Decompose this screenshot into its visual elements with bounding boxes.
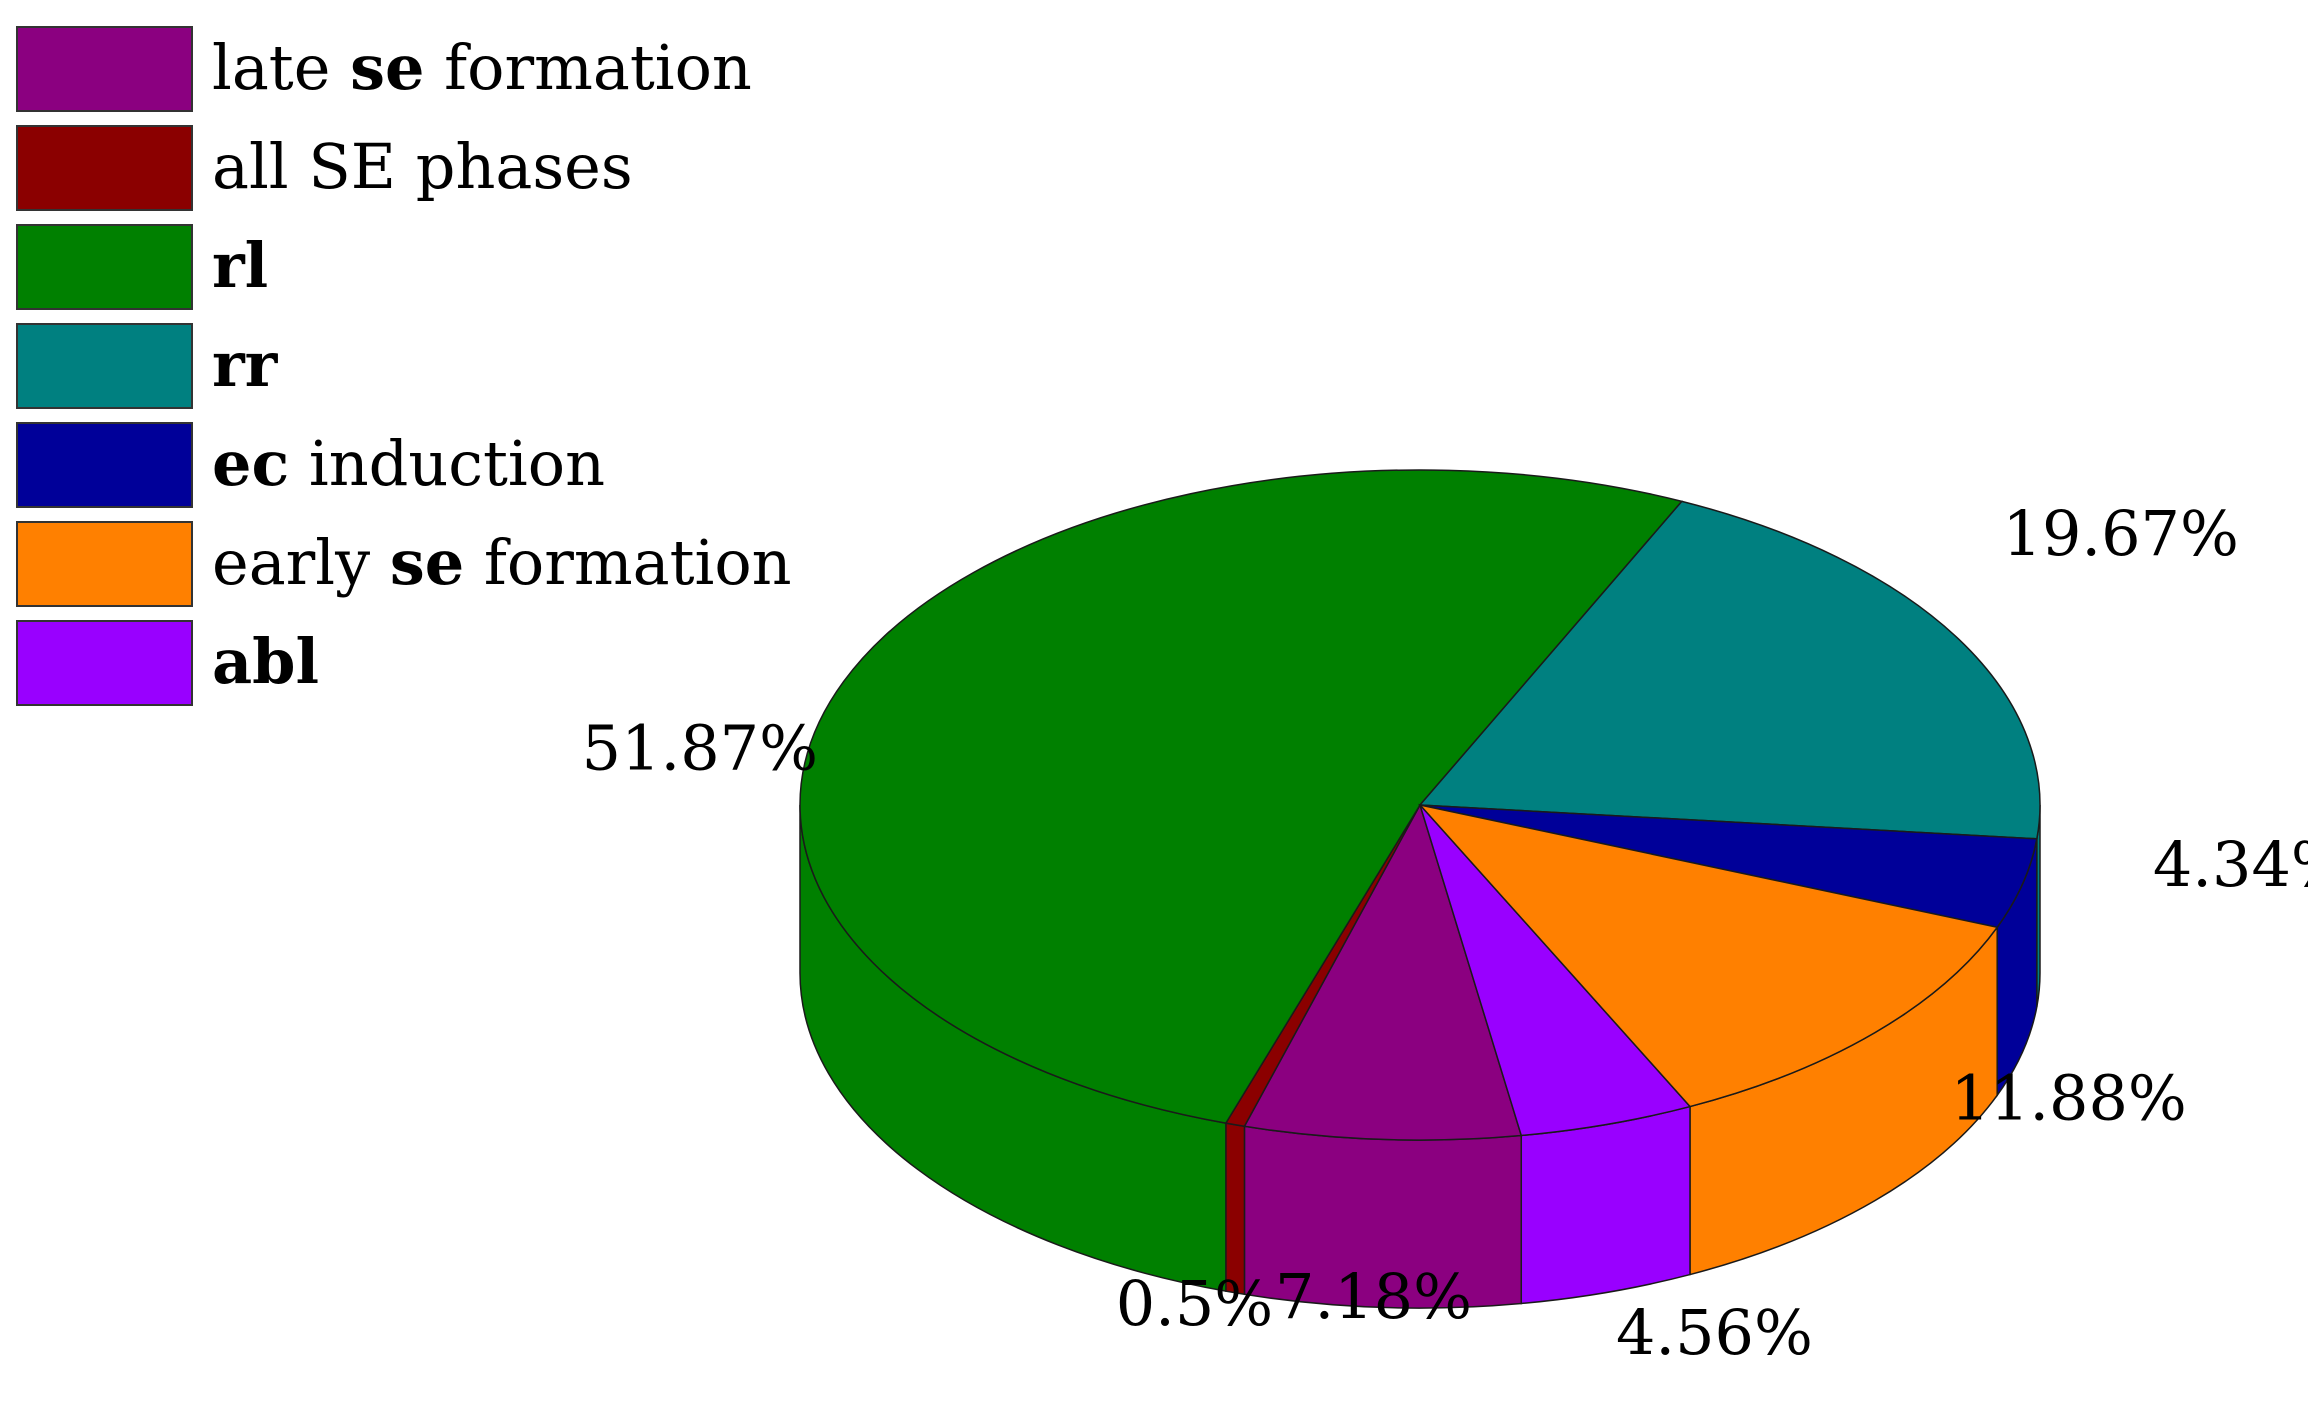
- legend-swatch-early_se: [16, 521, 193, 607]
- slice-label-early_se: 11.88%: [1950, 1062, 2186, 1135]
- slice-rl: [799, 469, 1684, 1124]
- legend-label-rr: rr: [212, 328, 279, 401]
- legend-swatch-late_se: [16, 26, 193, 112]
- legend-label-all_se: all SE phases: [212, 130, 633, 203]
- legend-swatch-rl: [16, 224, 193, 310]
- legend-label-early_se: early se formation: [212, 526, 792, 599]
- legend-swatch-all_se: [16, 125, 193, 211]
- slice-late_se: [1243, 803, 1523, 1141]
- pie-plot-area: 7.18%0.5% 51.87% 19.67% 4.34% 11.88% 4.56%: [582, 469, 2308, 1369]
- legend-swatch-ec: [16, 422, 193, 508]
- legend-label-late_se: late se formation: [212, 31, 752, 104]
- slice-early_se: [1417, 803, 1999, 1108]
- legend-label-rl: rl: [212, 229, 268, 302]
- slice-label-late_se: 7.18%: [1275, 1260, 1472, 1333]
- slice-label-ec: 4.34%: [2153, 828, 2308, 901]
- slice-side-abl: [1520, 1105, 1691, 1305]
- pie-tops: [799, 469, 2041, 1141]
- legend-swatch-rr: [16, 323, 193, 409]
- slice-ec: [1419, 804, 2038, 929]
- slice-label-rr: 19.67%: [2003, 497, 2239, 570]
- legend-label-abl: abl: [212, 625, 319, 698]
- slice-label-all_se: 0.5%: [1116, 1267, 1274, 1340]
- slice-label-rl: 51.87%: [582, 711, 818, 784]
- slice-label-abl: 4.56%: [1616, 1296, 1813, 1369]
- pie-sides: [799, 804, 2041, 1309]
- pie-labels: 7.18%0.5% 51.87% 19.67% 4.34% 11.88% 4.56%: [582, 497, 2308, 1369]
- slice-abl: [1419, 804, 1692, 1137]
- legend-swatch-abl: [16, 620, 193, 706]
- legend: late se formation all SE phases rl rr ec ind…: [16, 26, 792, 706]
- legend-label-ec: ec induction: [212, 427, 605, 500]
- slice-rr: [1418, 500, 2041, 840]
